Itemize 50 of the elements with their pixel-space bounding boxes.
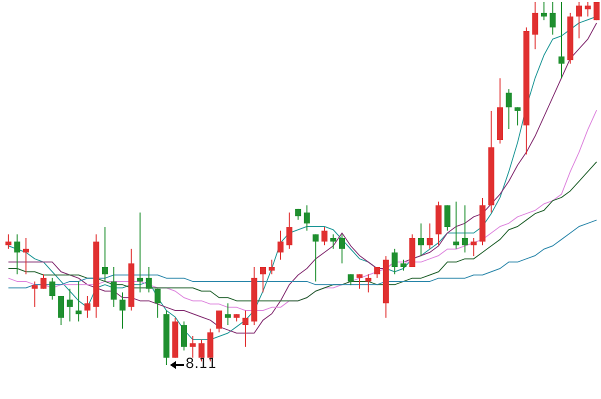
candlestick: [120, 292, 126, 330]
annotation: 8.11: [185, 356, 217, 372]
candlestick: [321, 226, 328, 246]
candlestick: [5, 234, 12, 250]
candlestick: [224, 302, 231, 326]
candlestick: [584, 2, 591, 18]
candlestick: [32, 281, 38, 308]
candlestick: [532, 2, 538, 50]
candlestick: [66, 288, 73, 322]
candlestick: [286, 212, 292, 250]
candlestick: [576, 2, 582, 39]
candlestick: [550, 2, 556, 36]
candlestick: [49, 277, 56, 300]
candlestick: [392, 248, 398, 275]
candlestick: [84, 296, 90, 318]
candlestick: [558, 2, 564, 79]
candlestick: [278, 230, 284, 260]
candlestick: [453, 201, 460, 250]
candlestick: [76, 281, 82, 322]
candlestick: [14, 234, 20, 275]
candlestick: [146, 266, 152, 293]
candlestick: [190, 335, 196, 358]
candlestick: [418, 222, 424, 257]
candlestick: [216, 310, 222, 333]
candlestick: [444, 204, 450, 232]
candlestick: [462, 204, 468, 253]
candlestick: [268, 259, 275, 275]
candlestick: [260, 266, 266, 293]
candlestick: [356, 274, 363, 290]
candlestick: [242, 310, 248, 348]
candlestick: [426, 222, 433, 250]
candlestick: [470, 237, 477, 257]
candlestick: [110, 266, 117, 308]
candlestick: [506, 88, 512, 130]
candlestick: [154, 288, 161, 318]
candlestick: [304, 204, 310, 232]
candlestick: [180, 320, 187, 351]
candlestick: [330, 234, 336, 250]
candlestick: [365, 274, 372, 293]
candlestick: [102, 226, 108, 282]
candlestick: [594, 2, 600, 21]
candlestick: [400, 259, 406, 272]
candlestick: [540, 2, 547, 21]
candlestick: [40, 274, 47, 290]
candlestick: [137, 212, 144, 293]
candlestick: [339, 234, 346, 264]
candlestick: [312, 234, 319, 282]
candlestick: [22, 237, 29, 275]
candlestick: [514, 106, 521, 126]
candlestick: [58, 296, 64, 326]
